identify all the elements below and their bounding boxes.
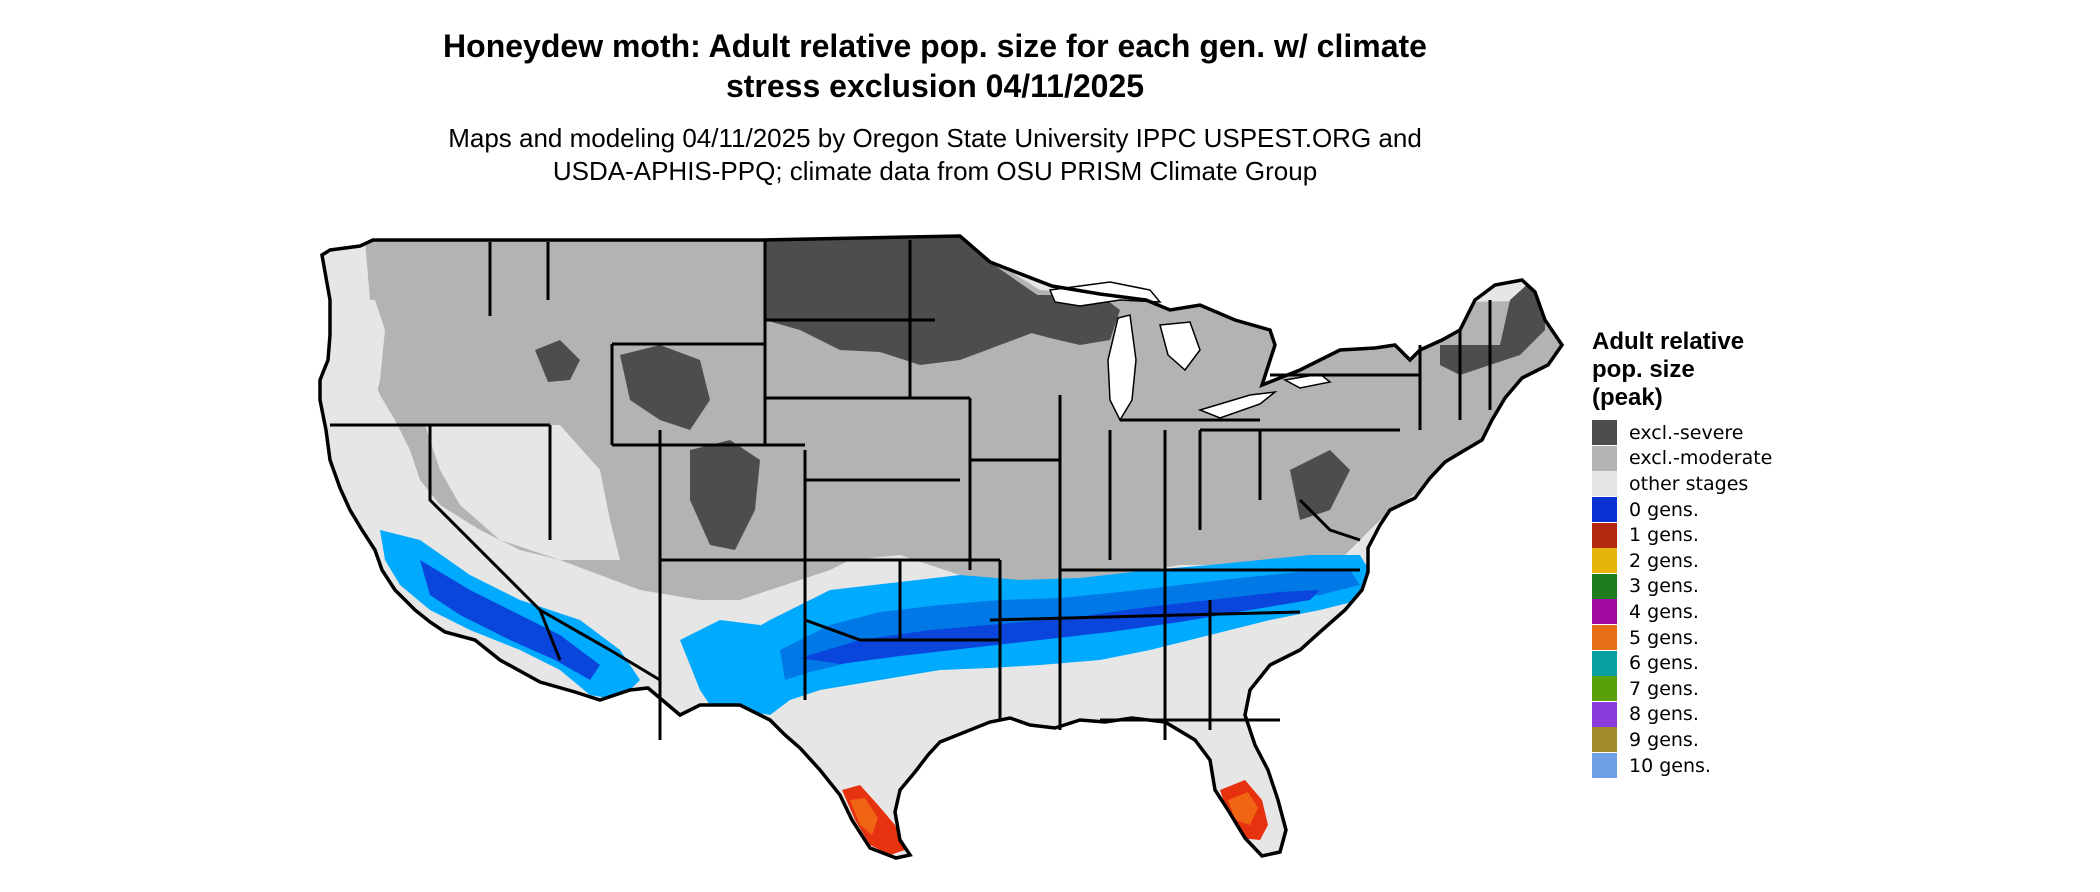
legend-item-7-gens: 7 gens. xyxy=(1592,676,1892,702)
legend-label: 5 gens. xyxy=(1629,626,1699,649)
region-excl-severe-northeast xyxy=(1440,282,1545,375)
legend-label: 2 gens. xyxy=(1629,549,1699,572)
legend-swatch xyxy=(1592,727,1617,753)
state-borders xyxy=(330,240,1492,740)
legend-swatch xyxy=(1592,701,1617,727)
legend-item-3-gens: 3 gens. xyxy=(1592,573,1892,600)
legend-title: Adult relative pop. size (peak) xyxy=(1592,328,1892,412)
region-excl-severe-dakotas xyxy=(765,236,1045,365)
legend-swatch xyxy=(1592,676,1617,702)
legend-title-line: Adult relative xyxy=(1592,328,1745,355)
lake-erie xyxy=(1197,390,1278,419)
region-excl-severe-great-lakes xyxy=(1010,295,1120,345)
region-excl-severe-wyoming xyxy=(620,345,710,430)
legend-item-8-gens: 8 gens. xyxy=(1592,701,1892,728)
legend-label: 9 gens. xyxy=(1629,728,1699,751)
region-excl-severe-idaho xyxy=(535,340,580,382)
legend-title-line: pop. size xyxy=(1592,356,1695,383)
legend: Adult relative pop. size (peak) excl.-se… xyxy=(1592,328,1892,779)
legend-label: excl.-severe xyxy=(1629,421,1744,444)
map-subtitle: Maps and modeling 04/11/2025 by Oregon S… xyxy=(360,122,1510,188)
legend-swatch xyxy=(1592,471,1617,497)
legend-item-2-gens: 2 gens. xyxy=(1592,548,1892,574)
legend-item-other-stages: other stages xyxy=(1592,471,1892,497)
legend-label: 6 gens. xyxy=(1629,652,1699,675)
region-texas-orange xyxy=(850,798,878,835)
legend-swatch xyxy=(1592,548,1617,574)
state-border xyxy=(989,610,1301,622)
lake-huron xyxy=(1159,321,1201,372)
lake-michigan xyxy=(1107,314,1137,422)
state-border xyxy=(539,608,661,682)
legend-label: 0 gens. xyxy=(1629,498,1699,521)
region-excl-severe-appalachia xyxy=(1290,450,1350,520)
legend-swatch xyxy=(1592,573,1617,599)
legend-label: 7 gens. xyxy=(1629,677,1699,700)
map-title: Honeydew moth: Adult relative pop. size … xyxy=(360,26,1510,106)
legend-label: 1 gens. xyxy=(1629,524,1699,547)
legend-swatch xyxy=(1592,522,1617,548)
region-excl-severe-colorado xyxy=(690,440,760,550)
legend-item-9-gens: 9 gens. xyxy=(1592,727,1892,753)
state-border xyxy=(804,618,900,642)
title-line: Honeydew moth: Adult relative pop. size … xyxy=(443,28,1427,64)
legend-title-line: (peak) xyxy=(1592,384,1663,411)
legend-item-excl-severe: excl.-severe xyxy=(1592,420,1892,446)
legend-item-6-gens: 6 gens. xyxy=(1592,650,1892,676)
legend-items: excl.-severe excl.-moderate other stages… xyxy=(1592,420,1892,779)
subtitle-line: Maps and modeling 04/11/2025 by Oregon S… xyxy=(448,123,1422,153)
legend-label: excl.-moderate xyxy=(1629,447,1773,470)
subtitle-line: USDA-APHIS-PPQ; climate data from OSU PR… xyxy=(552,156,1318,186)
legend-swatch xyxy=(1592,420,1617,446)
state-border xyxy=(1298,498,1361,542)
legend-item-1-gens: 1 gens. xyxy=(1592,522,1892,548)
legend-label: 3 gens. xyxy=(1629,575,1699,598)
legend-swatch xyxy=(1592,445,1617,471)
legend-item-5-gens: 5 gens. xyxy=(1592,625,1892,651)
legend-item-0-gens: 0 gens. xyxy=(1592,497,1892,523)
legend-swatch xyxy=(1592,497,1617,523)
legend-swatch xyxy=(1592,625,1617,651)
title-line: stress exclusion 04/11/2025 xyxy=(725,68,1145,104)
legend-item-10-gens: 10 gens. xyxy=(1592,753,1892,779)
legend-item-4-gens: 4 gens. xyxy=(1592,599,1892,625)
legend-swatch xyxy=(1592,650,1617,676)
legend-label: 8 gens. xyxy=(1629,703,1699,726)
legend-item-excl-moderate: excl.-moderate xyxy=(1592,445,1892,472)
legend-label: other stages xyxy=(1629,472,1749,495)
legend-label: 10 gens. xyxy=(1629,754,1711,777)
legend-label: 4 gens. xyxy=(1629,600,1699,623)
legend-swatch xyxy=(1592,599,1617,625)
region-florida-orange xyxy=(1228,792,1258,825)
region-other-westcoast xyxy=(320,300,385,460)
state-border xyxy=(428,425,562,661)
region-other-basin xyxy=(425,425,620,560)
legend-swatch xyxy=(1592,753,1617,779)
